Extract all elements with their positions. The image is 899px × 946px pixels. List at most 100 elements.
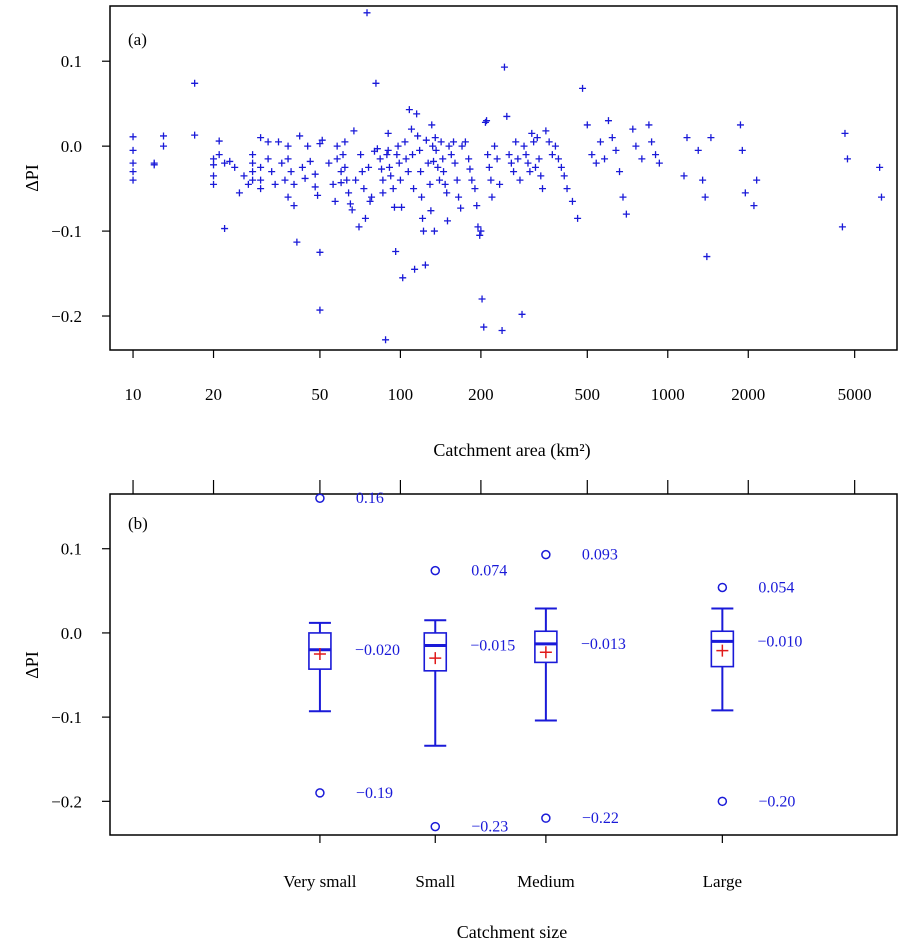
data-point — [278, 159, 286, 167]
data-point — [516, 176, 524, 184]
data-point — [601, 155, 609, 163]
data-point — [753, 176, 761, 184]
panel-b: (b) ΔPI Catchment size −0.2 −0.1 0.0 0.1 Ve… — [22, 480, 898, 942]
y-tick-label: 0.1 — [61, 52, 82, 71]
data-point — [542, 127, 550, 135]
data-point — [365, 163, 373, 171]
data-point — [221, 159, 229, 167]
data-point — [741, 189, 749, 197]
data-point — [481, 118, 489, 126]
data-point — [533, 134, 541, 142]
data-point — [389, 185, 397, 193]
data-point — [450, 138, 458, 146]
data-point — [311, 170, 319, 178]
data-point — [548, 151, 556, 159]
data-point — [493, 155, 501, 163]
data-point — [474, 223, 482, 231]
data-point — [531, 163, 539, 171]
data-point — [505, 151, 513, 159]
data-point — [215, 151, 223, 159]
data-point — [249, 176, 257, 184]
data-point — [129, 159, 137, 167]
data-point — [434, 163, 442, 171]
y-tick-label: 0.1 — [61, 540, 82, 559]
x-tick-label: 50 — [311, 385, 328, 404]
data-point — [648, 138, 656, 146]
data-point — [428, 121, 436, 129]
data-point — [409, 151, 417, 159]
x-tick-label: Very small — [283, 872, 356, 891]
data-point — [341, 163, 349, 171]
data-point — [574, 214, 582, 222]
data-point — [638, 155, 646, 163]
data-point — [231, 163, 239, 171]
data-point — [622, 210, 630, 218]
data-point — [478, 295, 486, 303]
y-tick-label: 0.0 — [61, 137, 82, 156]
x-tick-label: Medium — [517, 872, 575, 891]
panel-b-y-label: ΔPI — [22, 651, 42, 679]
data-point — [402, 155, 410, 163]
data-point — [431, 134, 439, 142]
data-point — [491, 142, 499, 150]
data-point — [876, 163, 884, 171]
value-annotation: −0.22 — [582, 810, 619, 827]
data-point — [298, 163, 306, 171]
y-tick-label: 0.0 — [61, 624, 82, 643]
panel-a-frame — [109, 5, 898, 351]
data-point — [568, 197, 576, 205]
value-annotation: −0.020 — [355, 642, 400, 659]
data-point — [522, 151, 530, 159]
data-point — [401, 138, 409, 146]
data-point — [316, 306, 324, 314]
value-annotation: −0.20 — [758, 793, 795, 810]
data-point — [379, 176, 387, 184]
data-point — [410, 185, 418, 193]
outlier-point — [717, 582, 728, 593]
x-tick-label: Large — [703, 872, 742, 891]
data-point — [325, 159, 333, 167]
data-point — [339, 151, 347, 159]
data-point — [363, 9, 371, 17]
data-point — [346, 200, 354, 208]
data-point — [382, 336, 390, 344]
value-annotation: 0.093 — [582, 547, 618, 564]
mean-marker — [313, 647, 326, 660]
data-point — [680, 172, 688, 180]
data-point — [290, 180, 298, 188]
data-point — [437, 138, 445, 146]
panel-b-y-ticks: −0.2 −0.1 0.0 0.1 — [51, 540, 110, 811]
data-point — [210, 172, 218, 180]
data-point — [257, 163, 265, 171]
data-point — [244, 180, 252, 188]
y-tick-label: −0.1 — [51, 222, 82, 241]
data-point — [333, 142, 341, 150]
data-point — [468, 176, 476, 184]
data-point — [281, 176, 289, 184]
data-point — [435, 176, 443, 184]
data-point — [473, 202, 481, 210]
data-point — [348, 206, 356, 214]
data-point — [503, 112, 511, 120]
x-tick-label: 1000 — [651, 385, 685, 404]
data-point — [352, 176, 360, 184]
data-point — [129, 133, 137, 141]
data-point — [443, 217, 451, 225]
outlier-point — [430, 821, 441, 832]
data-point — [476, 231, 484, 239]
data-point — [520, 142, 528, 150]
data-point — [399, 274, 407, 282]
data-point — [407, 125, 415, 133]
data-point — [750, 202, 758, 210]
data-point — [264, 138, 272, 146]
data-point — [361, 214, 369, 222]
data-point — [430, 227, 438, 235]
outlier-point — [315, 788, 325, 798]
data-point — [477, 227, 485, 235]
data-point — [129, 168, 137, 176]
x-tick-label: 10 — [125, 385, 142, 404]
data-point — [554, 155, 562, 163]
panel-b-frame — [109, 493, 898, 836]
data-point — [378, 165, 386, 173]
data-point — [355, 223, 363, 231]
